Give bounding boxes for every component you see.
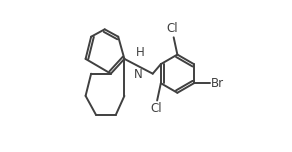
Text: Cl: Cl [150, 102, 162, 115]
Text: H: H [135, 46, 144, 59]
Text: N: N [133, 67, 142, 81]
Text: Cl: Cl [167, 22, 178, 35]
Text: Br: Br [211, 77, 224, 90]
